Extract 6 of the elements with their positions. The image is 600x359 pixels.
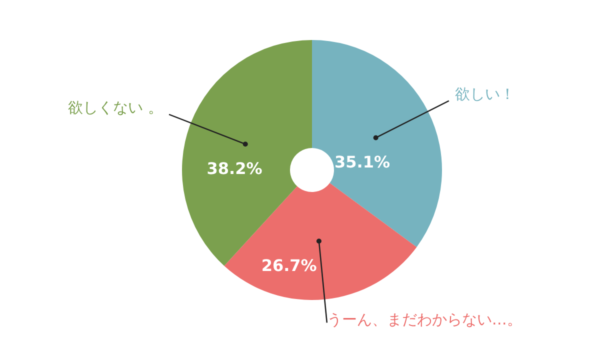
data-label: 35.1% bbox=[334, 152, 390, 172]
slice-label: 欲しくない 。 bbox=[68, 98, 164, 116]
slice-label: 欲しい！ bbox=[454, 84, 515, 103]
data-label: 38.2% bbox=[206, 159, 262, 178]
slice-label: うーん、まだわからない…。 bbox=[326, 310, 522, 329]
data-label: 26.7% bbox=[261, 256, 317, 276]
